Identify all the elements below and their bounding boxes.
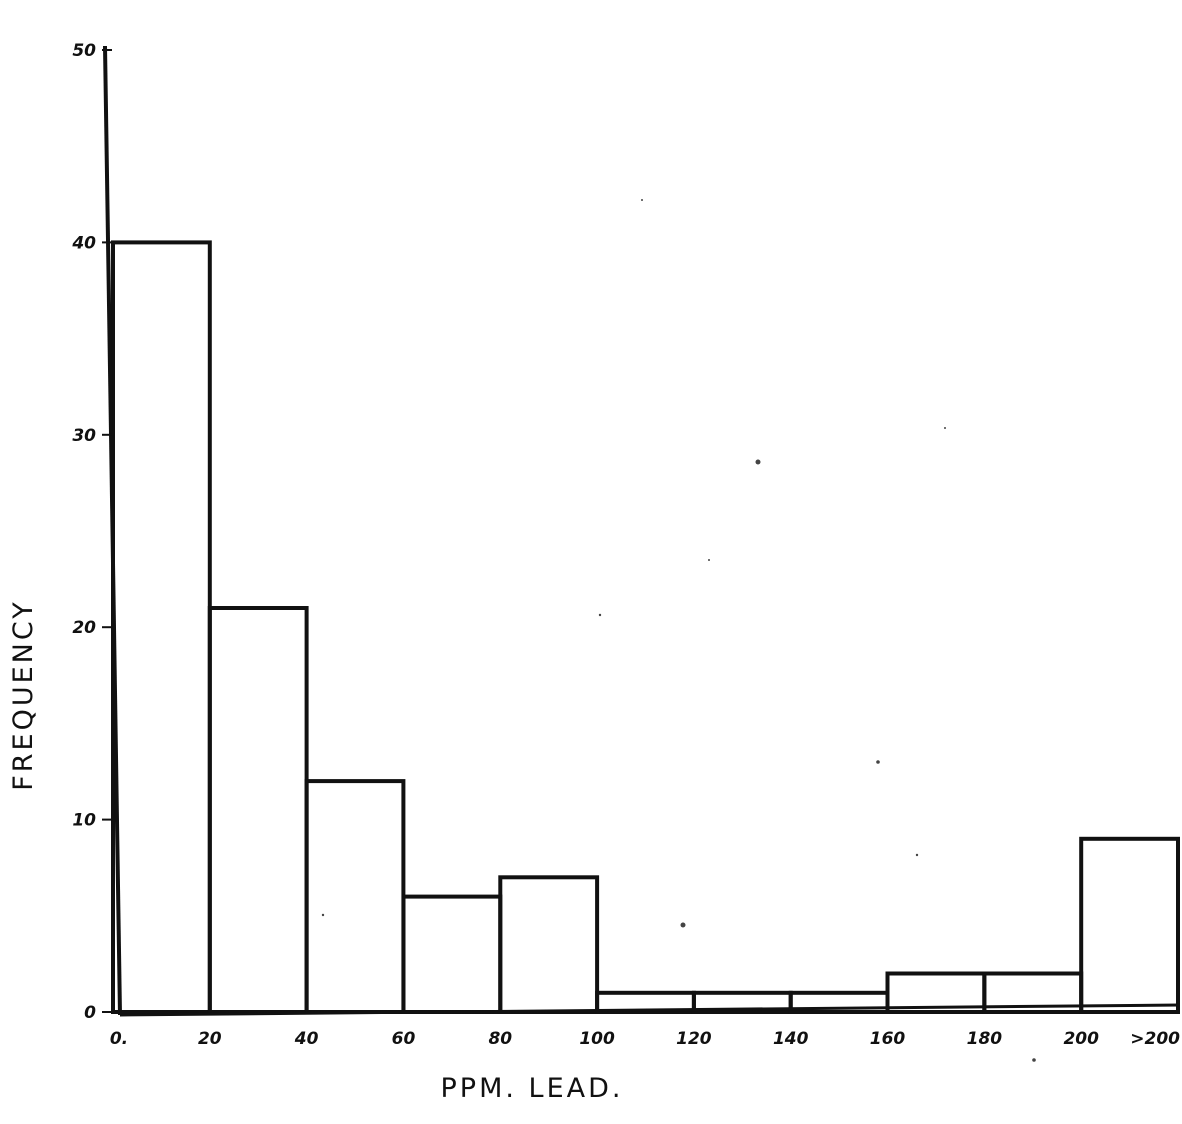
x-tick-label: 100 xyxy=(579,1029,615,1049)
histogram-bar-80-100 xyxy=(498,875,600,1014)
y-tick-label: 20 xyxy=(72,618,96,638)
paper-specks xyxy=(321,199,1036,1062)
y-axis-line xyxy=(103,45,122,1016)
y-tick-label: 30 xyxy=(72,426,96,446)
y-axis-ticks: 0 10 20 30 40 50 xyxy=(71,41,112,1023)
x-tick-label: 60 xyxy=(392,1029,416,1049)
histogram-bars xyxy=(111,240,1180,1014)
y-axis-title: FREQUENCY xyxy=(8,599,39,791)
y-tick-label: 40 xyxy=(71,233,96,253)
x-tick-label: >200 xyxy=(1130,1029,1180,1049)
histogram-bar-60-80 xyxy=(401,894,503,1014)
x-tick-label: 120 xyxy=(676,1029,712,1049)
y-tick-label: 10 xyxy=(72,811,96,831)
axes xyxy=(103,45,1181,1017)
x-axis-title: PPM. LEAD. xyxy=(441,1073,624,1104)
x-tick-label: 160 xyxy=(870,1029,906,1049)
x-tick-label: 80 xyxy=(488,1029,512,1049)
x-tick-label: 0. xyxy=(110,1029,128,1049)
y-tick-label: 50 xyxy=(72,41,96,61)
x-tick-label: 180 xyxy=(967,1029,1003,1049)
histogram-bar->200 xyxy=(1079,836,1180,1014)
y-tick-label: 0 xyxy=(84,1003,96,1023)
x-tick-label: 200 xyxy=(1063,1029,1099,1049)
x-tick-label: 20 xyxy=(198,1029,222,1049)
x-axis-ticks: 0. 20 40 60 80 100 120 140 160 180 200 >200 xyxy=(110,1029,1180,1049)
x-axis-line xyxy=(119,1003,1181,1017)
histogram-bar-0-20 xyxy=(111,240,212,1014)
histogram-bar-40-60 xyxy=(304,779,406,1014)
x-tick-label: 40 xyxy=(294,1029,319,1049)
histogram-bar-20-40 xyxy=(207,606,309,1014)
x-tick-label: 140 xyxy=(773,1029,809,1049)
